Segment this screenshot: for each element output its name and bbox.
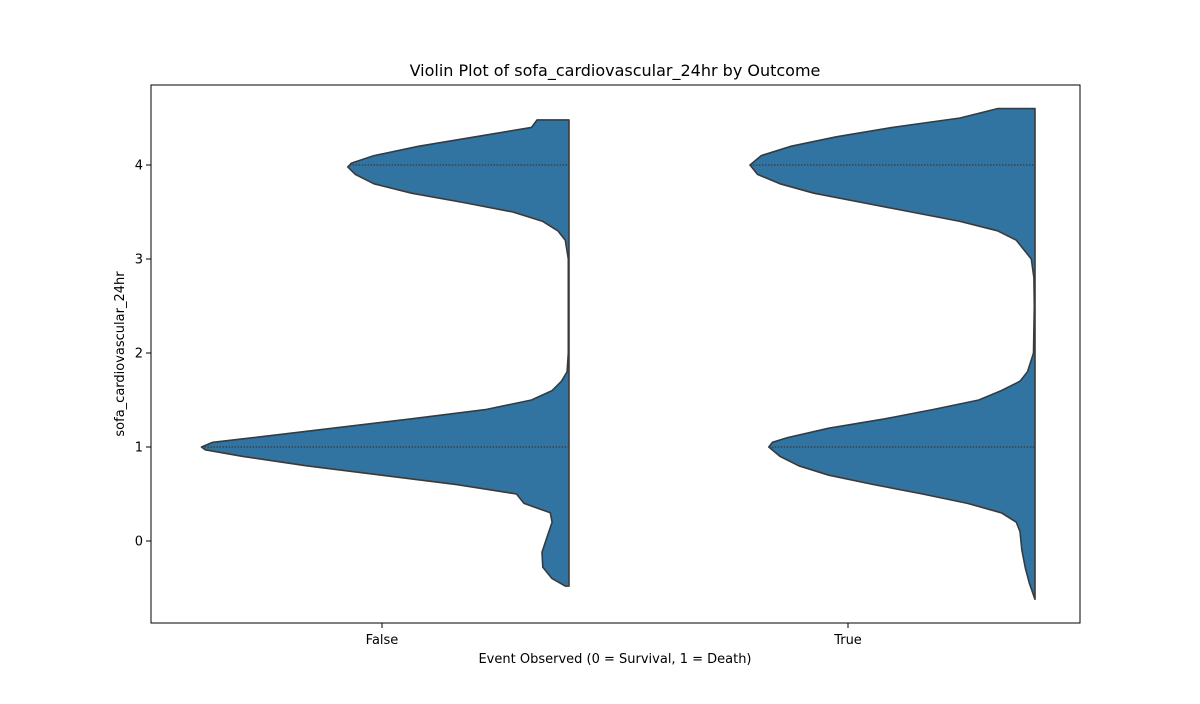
y-tick-label: 2 [135,347,143,362]
x-tick-label: False [366,633,399,648]
y-tick-label: 1 [135,441,143,456]
y-axis: 0 1 2 3 4 [135,159,151,550]
violins-layer [200,107,1036,601]
x-axis-label: Event Observed (0 = Survival, 1 = Death) [478,652,751,667]
y-axis-label: sofa_cardiovascular_24hr [113,271,128,437]
y-tick-label: 0 [135,535,143,550]
y-tick-label: 4 [135,159,143,174]
chart-title: Violin Plot of sofa_cardiovascular_24hr … [410,61,821,81]
y-tick-label: 3 [135,253,143,268]
violin-body-true [749,107,1036,601]
x-axis: False True [366,623,862,648]
violin-body-false [200,119,570,587]
x-tick-label: True [833,633,862,648]
plot-area-frame [150,84,1081,624]
